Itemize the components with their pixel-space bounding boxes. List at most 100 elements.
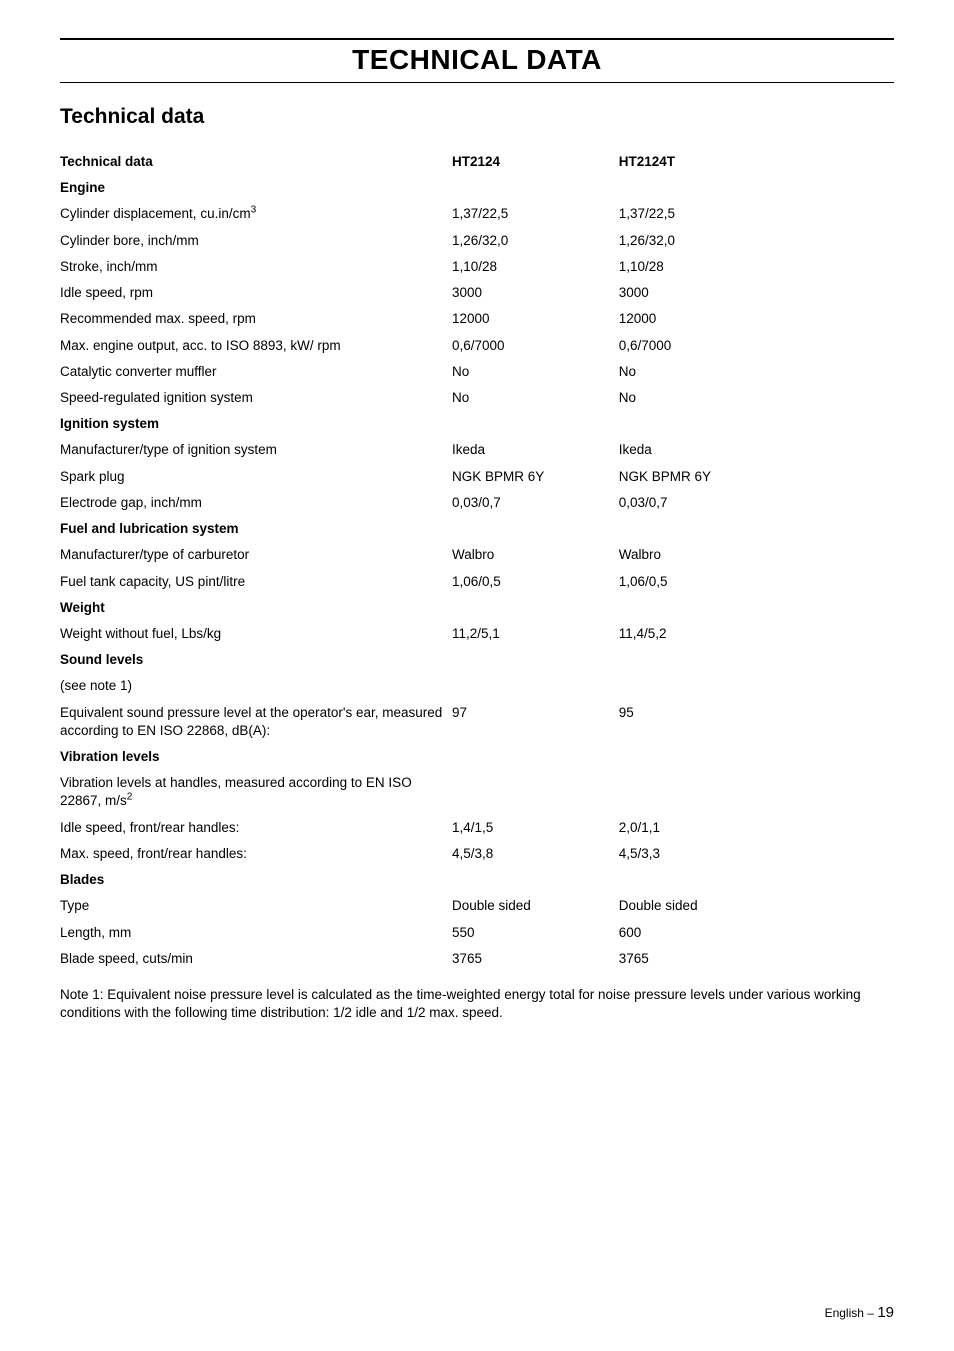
header-col-b: HT2124T <box>619 149 894 175</box>
table-row: Weight without fuel, Lbs/kg11,2/5,111,4/… <box>60 621 894 647</box>
row-label: Cylinder bore, inch/mm <box>60 228 452 254</box>
table-row: Spark plugNGK BPMR 6YNGK BPMR 6Y <box>60 464 894 490</box>
row-label: Blade speed, cuts/min <box>60 946 452 972</box>
group-heading-row: Blades <box>60 867 894 893</box>
row-label: Manufacturer/type of ignition system <box>60 437 452 463</box>
row-value-a <box>452 673 619 699</box>
row-value-b: 95 <box>619 700 894 744</box>
table-row: TypeDouble sidedDouble sided <box>60 893 894 919</box>
row-label: Recommended max. speed, rpm <box>60 306 452 332</box>
group-heading-row: Ignition system <box>60 411 894 437</box>
row-value-a: No <box>452 385 619 411</box>
header-col-a: HT2124 <box>452 149 619 175</box>
table-row: (see note 1) <box>60 673 894 699</box>
table-row: Stroke, inch/mm1,10/281,10/28 <box>60 254 894 280</box>
group-heading: Ignition system <box>60 411 452 437</box>
group-heading: Engine <box>60 175 452 201</box>
page-title: TECHNICAL DATA <box>60 44 894 82</box>
row-value-b <box>619 770 894 814</box>
row-value-a: 11,2/5,1 <box>452 621 619 647</box>
row-label: Spark plug <box>60 464 452 490</box>
table-row: Max. engine output, acc. to ISO 8893, kW… <box>60 333 894 359</box>
group-heading-row: Fuel and lubrication system <box>60 516 894 542</box>
row-value-a: 4,5/3,8 <box>452 841 619 867</box>
table-row: Speed-regulated ignition systemNoNo <box>60 385 894 411</box>
footnote: Note 1: Equivalent noise pressure level … <box>60 986 894 1022</box>
row-value-a: 3000 <box>452 280 619 306</box>
table-row: Blade speed, cuts/min37653765 <box>60 946 894 972</box>
row-label: Vibration levels at handles, measured ac… <box>60 770 452 814</box>
row-value-a: 12000 <box>452 306 619 332</box>
row-label: Max. engine output, acc. to ISO 8893, kW… <box>60 333 452 359</box>
row-label: Length, mm <box>60 920 452 946</box>
row-value-a: 1,26/32,0 <box>452 228 619 254</box>
row-value-b: 1,37/22,5 <box>619 201 894 227</box>
group-heading: Fuel and lubrication system <box>60 516 452 542</box>
group-heading-row: Weight <box>60 595 894 621</box>
row-value-b: NGK BPMR 6Y <box>619 464 894 490</box>
row-label: Speed-regulated ignition system <box>60 385 452 411</box>
table-row: Electrode gap, inch/mm0,03/0,70,03/0,7 <box>60 490 894 516</box>
row-value-a: 1,10/28 <box>452 254 619 280</box>
row-value-b: 12000 <box>619 306 894 332</box>
row-label: Catalytic converter muffler <box>60 359 452 385</box>
table-row: Max. speed, front/rear handles:4,5/3,84,… <box>60 841 894 867</box>
row-value-b: 2,0/1,1 <box>619 815 894 841</box>
table-row: Catalytic converter mufflerNoNo <box>60 359 894 385</box>
row-value-a <box>452 770 619 814</box>
row-label: Cylinder displacement, cu.in/cm3 <box>60 201 452 227</box>
row-value-b: 1,06/0,5 <box>619 569 894 595</box>
row-value-b <box>619 673 894 699</box>
row-label: Idle speed, rpm <box>60 280 452 306</box>
group-heading: Blades <box>60 867 452 893</box>
row-value-a: 1,06/0,5 <box>452 569 619 595</box>
row-value-b: 1,10/28 <box>619 254 894 280</box>
row-value-b: 0,6/7000 <box>619 333 894 359</box>
row-value-b: Ikeda <box>619 437 894 463</box>
row-value-b: No <box>619 359 894 385</box>
row-value-b: 11,4/5,2 <box>619 621 894 647</box>
row-value-a: 0,6/7000 <box>452 333 619 359</box>
footer-page-number: 19 <box>877 1304 894 1321</box>
footer-sep: – <box>867 1306 874 1320</box>
table-row: Fuel tank capacity, US pint/litre1,06/0,… <box>60 569 894 595</box>
row-label: Weight without fuel, Lbs/kg <box>60 621 452 647</box>
group-heading: Vibration levels <box>60 744 452 770</box>
table-row: Idle speed, front/rear handles:1,4/1,52,… <box>60 815 894 841</box>
superscript: 2 <box>127 792 133 803</box>
table-row: Equivalent sound pressure level at the o… <box>60 700 894 744</box>
table-row: Cylinder bore, inch/mm1,26/32,01,26/32,0 <box>60 228 894 254</box>
row-value-a: 97 <box>452 700 619 744</box>
row-value-a: Ikeda <box>452 437 619 463</box>
footer-lang: English <box>825 1306 864 1320</box>
row-label: Max. speed, front/rear handles: <box>60 841 452 867</box>
row-value-b: 4,5/3,3 <box>619 841 894 867</box>
row-label: Stroke, inch/mm <box>60 254 452 280</box>
table-row: Manufacturer/type of carburetorWalbroWal… <box>60 542 894 568</box>
row-value-b: No <box>619 385 894 411</box>
group-heading-row: Engine <box>60 175 894 201</box>
row-value-a: 1,4/1,5 <box>452 815 619 841</box>
row-label: Idle speed, front/rear handles: <box>60 815 452 841</box>
row-label: Type <box>60 893 452 919</box>
row-value-a: Walbro <box>452 542 619 568</box>
row-value-a: 550 <box>452 920 619 946</box>
table-row: Manufacturer/type of ignition systemIked… <box>60 437 894 463</box>
page-footer: English – 19 <box>825 1304 894 1321</box>
group-heading-row: Vibration levels <box>60 744 894 770</box>
table-row: Recommended max. speed, rpm1200012000 <box>60 306 894 332</box>
row-label: (see note 1) <box>60 673 452 699</box>
row-value-b: Double sided <box>619 893 894 919</box>
spec-table: Technical dataHT2124HT2124TEngineCylinde… <box>60 149 894 972</box>
row-label: Electrode gap, inch/mm <box>60 490 452 516</box>
group-heading: Sound levels <box>60 647 452 673</box>
row-value-b: 1,26/32,0 <box>619 228 894 254</box>
header-label: Technical data <box>60 149 452 175</box>
table-header-row: Technical dataHT2124HT2124T <box>60 149 894 175</box>
row-label: Equivalent sound pressure level at the o… <box>60 700 452 744</box>
table-row: Vibration levels at handles, measured ac… <box>60 770 894 814</box>
group-heading: Weight <box>60 595 452 621</box>
bottom-rule <box>60 82 894 83</box>
section-title: Technical data <box>60 105 894 129</box>
row-label: Manufacturer/type of carburetor <box>60 542 452 568</box>
